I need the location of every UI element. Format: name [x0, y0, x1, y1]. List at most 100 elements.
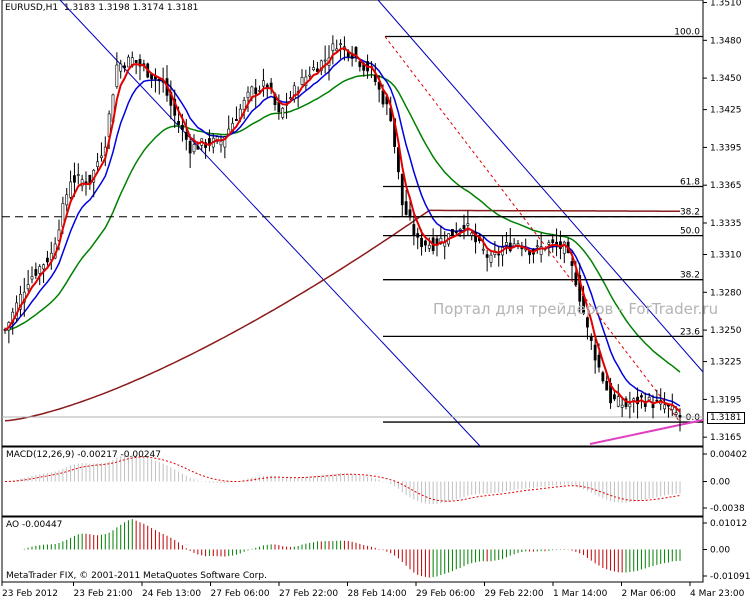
candle-body [451, 229, 454, 236]
candle-body [19, 294, 22, 310]
candle-body [404, 201, 408, 215]
candle-body [335, 48, 339, 51]
x-tick-label: 27 Feb 06:00 [211, 589, 270, 599]
candle-body [458, 228, 462, 231]
candle-body [223, 136, 227, 148]
candle-body [466, 223, 470, 226]
candle-body [73, 175, 76, 183]
candle-body [331, 43, 335, 51]
watermark: Портал для трейдеров - ForTrader.ru [433, 300, 719, 318]
y-tick-label: 1.3450 [710, 74, 742, 84]
candle-body [300, 77, 304, 85]
candle-body [38, 266, 42, 274]
candle-body [119, 63, 123, 72]
macd-signal-line [4, 456, 681, 502]
candle-body [319, 60, 323, 71]
candle-body [547, 242, 551, 245]
candle-body [46, 257, 49, 263]
y-tick-label: 1.3250 [710, 326, 742, 336]
symbol-header: EURUSD,H1 1.3183 1.3198 1.3174 1.3181 [5, 3, 198, 13]
candle-body [470, 232, 474, 236]
candle-body [96, 161, 99, 167]
candle-body [157, 78, 161, 82]
candle-body [601, 372, 605, 382]
candle-body [30, 276, 34, 280]
candle-body [678, 415, 682, 418]
candle-body [76, 174, 80, 176]
candle-body [312, 67, 315, 71]
fib-diagonal-line [384, 36, 681, 423]
candle-body [69, 181, 72, 198]
candle-body [219, 140, 223, 146]
candle-body [474, 232, 477, 243]
fib-level-label: 50.0 [680, 227, 700, 237]
y-tick-label: 1.3480 [710, 36, 742, 46]
ema-long-line [4, 209, 680, 422]
candle-body [34, 269, 38, 276]
main-panel-frame [1, 0, 704, 447]
x-tick-label: 24 Feb 13:00 [142, 589, 201, 599]
x-tick-label: 27 Feb 22:00 [279, 589, 338, 599]
candle-body [308, 74, 312, 77]
x-tick-label: 29 Feb 06:00 [416, 589, 475, 599]
y-tick-label: 1.3280 [710, 288, 742, 298]
candle-body [381, 90, 385, 105]
candle-body [123, 65, 126, 69]
candle-body [235, 119, 238, 121]
candle-body [628, 403, 632, 408]
candle-body [481, 248, 485, 251]
ao-tick-label: 0.01012 [710, 519, 747, 529]
candle-body [574, 272, 578, 286]
y-tick-label: 1.3195 [710, 395, 742, 405]
ao-tick-label: -0.01091 [710, 572, 750, 582]
candle-body [562, 241, 566, 254]
candle-body [134, 59, 138, 63]
x-tick-label: 4 Mar 23:00 [690, 589, 745, 599]
candle-body [400, 173, 404, 206]
x-tick-label: 1 Mar 14:00 [553, 589, 608, 599]
macd-tick-label: 0.00 [710, 478, 730, 488]
ema-fast-line [4, 47, 681, 413]
candle-body [358, 61, 362, 67]
candle-body [339, 43, 342, 46]
x-tick-label: 28 Feb 14:00 [348, 589, 407, 599]
candle-body [281, 107, 285, 118]
candle-body [265, 84, 269, 88]
candle-body [586, 317, 589, 328]
candle-body [373, 74, 377, 83]
candle-body [640, 395, 643, 398]
candle-body [589, 336, 593, 341]
candle-body [620, 404, 624, 408]
x-tick-label: 2 Mar 06:00 [622, 589, 677, 599]
symbol-label: EURUSD,H1 [5, 3, 59, 13]
ao-label: AO -0.00447 [6, 520, 63, 530]
y-tick-label: 1.3510 [710, 0, 742, 9]
candle-body [485, 254, 489, 258]
fib-level-label: 38.2 [680, 271, 700, 281]
channel-line-lower [59, 0, 481, 447]
current-price-box: 1.3181 [707, 412, 745, 424]
ao-histogram [23, 519, 681, 578]
candle-body [613, 394, 616, 400]
candle-body [127, 56, 130, 68]
y-tick-label: 1.3395 [710, 143, 742, 153]
x-tick-label: 29 Feb 22:00 [485, 589, 544, 599]
candle-body [643, 401, 647, 407]
candle-body [655, 399, 659, 402]
candle-body [181, 124, 184, 131]
fib-level-label: 61.8 [680, 177, 700, 187]
candle-body [115, 64, 119, 87]
candle-body [539, 246, 543, 255]
candle-body [420, 237, 423, 247]
candle-body [551, 239, 555, 243]
candle-body [651, 404, 655, 408]
fib-level-label: 23.6 [680, 327, 700, 337]
ao-tick-label: 0.00 [710, 546, 730, 556]
candle-body [489, 254, 493, 263]
macd-tick-label: 0.00402 [710, 450, 747, 460]
candle-body [605, 380, 609, 391]
candle-body [427, 244, 431, 249]
candle-body [177, 120, 180, 125]
